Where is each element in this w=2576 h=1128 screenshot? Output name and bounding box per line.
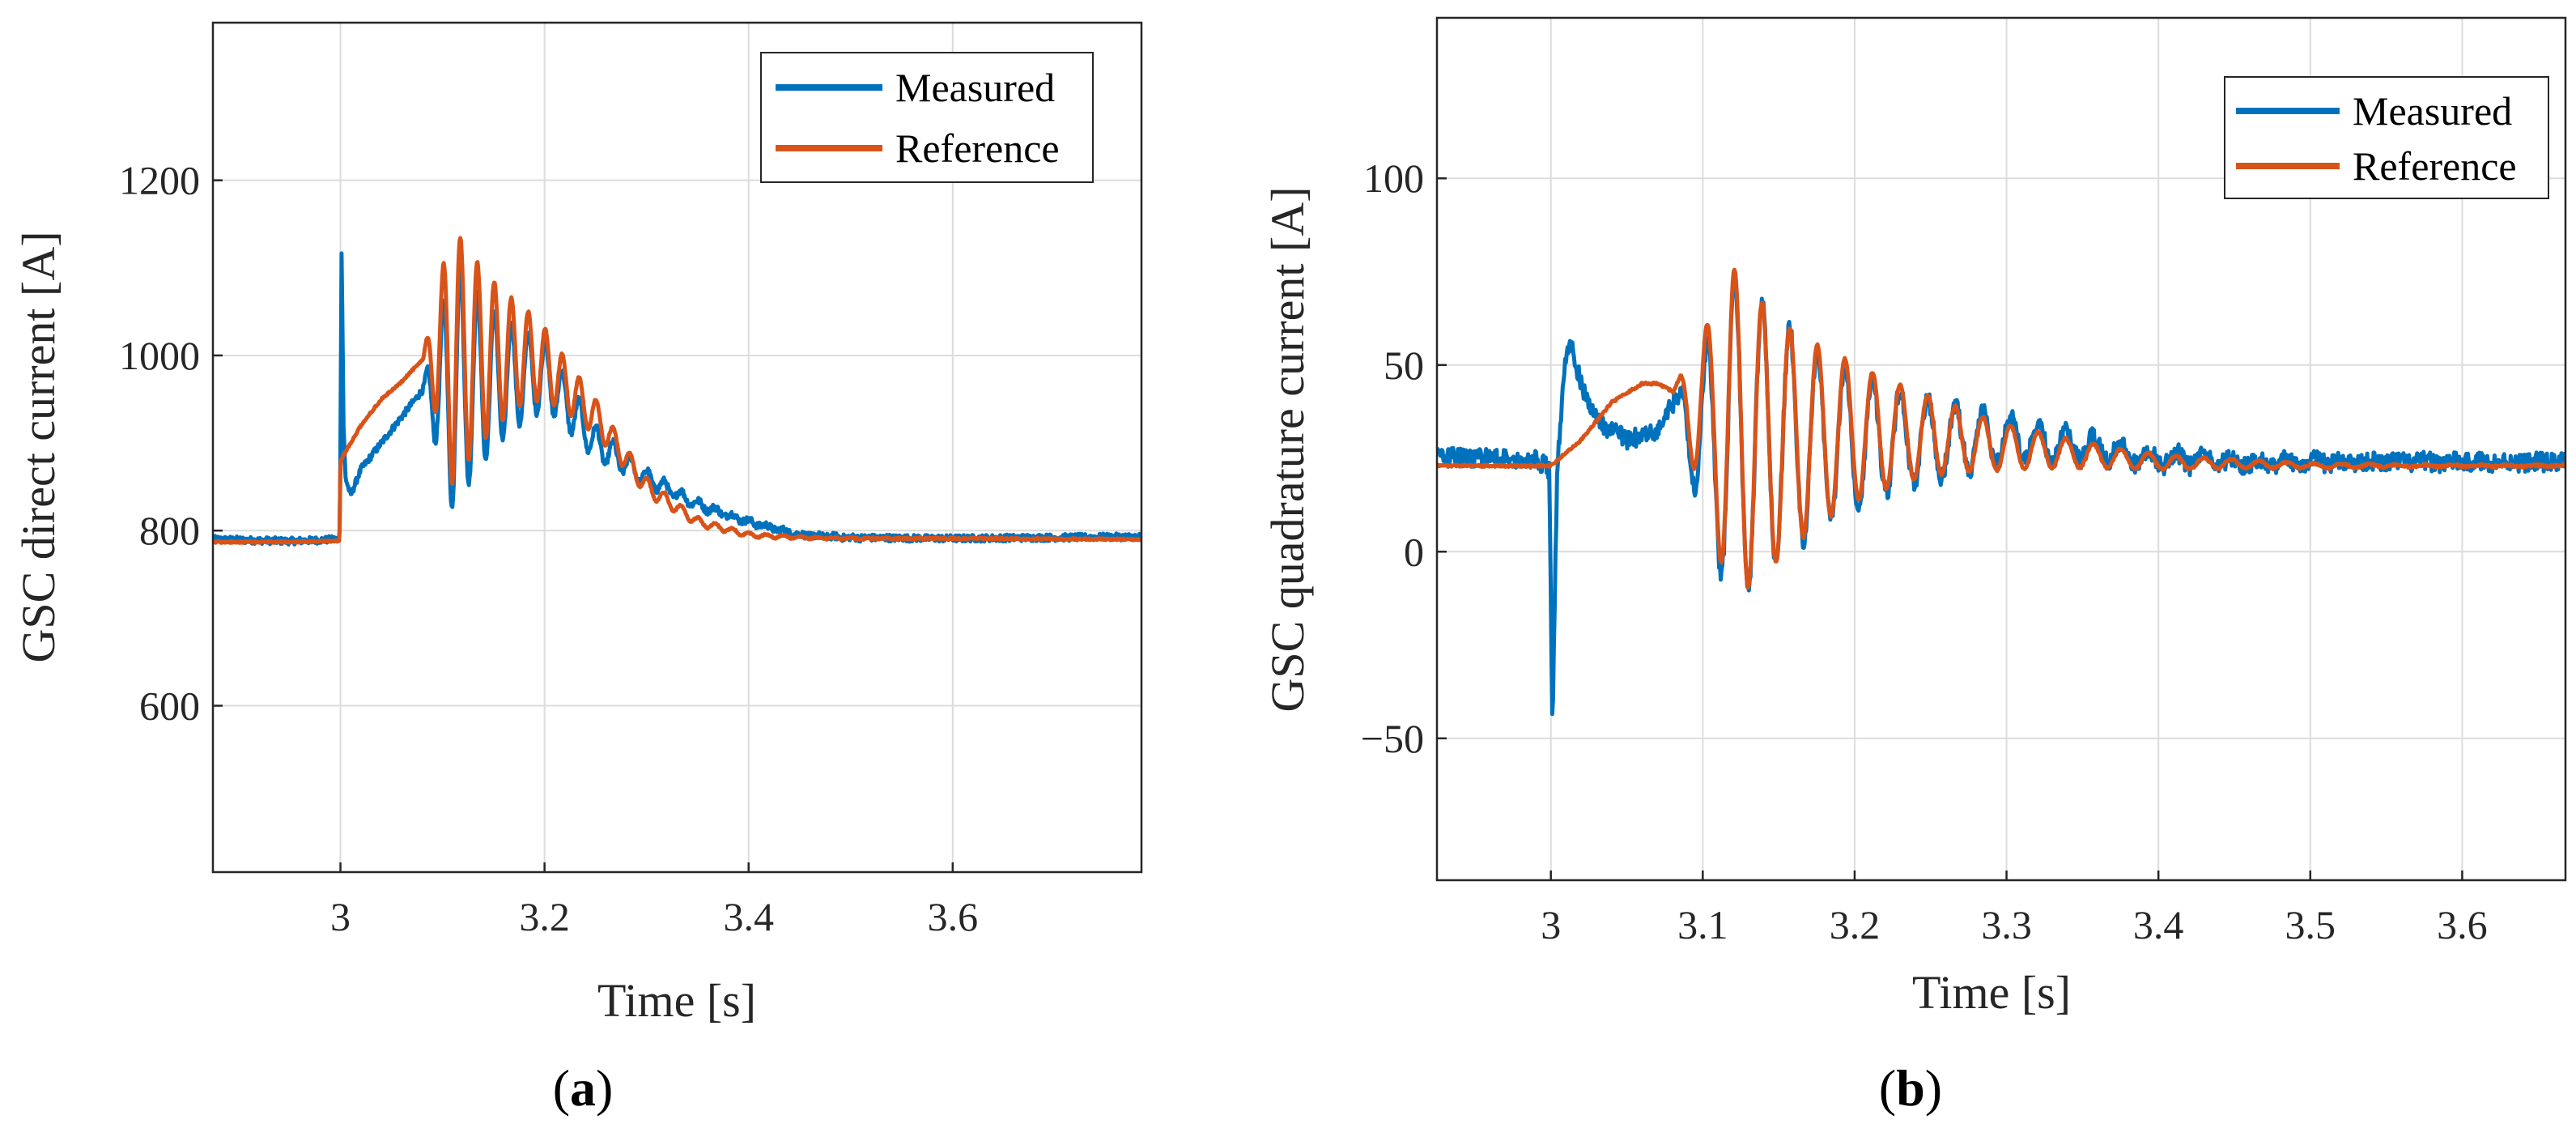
y-tick-labels: 600 800 1000 1200 — [119, 158, 223, 729]
x-tick-label: 3.1 — [1677, 902, 1728, 947]
legend-label-measured: Measured — [895, 65, 1055, 110]
y-tick-label: 1000 — [119, 333, 200, 378]
panel-label: (b) — [1879, 1059, 1942, 1117]
y-tick-label: 600 — [139, 683, 200, 729]
axes-box — [1435, 16, 2567, 882]
series-line-measured — [1437, 267, 2565, 717]
grid — [1437, 18, 2565, 880]
x-tick-label: 3.4 — [723, 894, 774, 939]
x-tick-label: 3.4 — [2133, 902, 2184, 947]
y-tick-label: 1200 — [119, 158, 200, 203]
x-tick-labels: 3 3.1 3.2 3.3 3.4 3.5 3.6 — [1541, 870, 2488, 947]
x-tick-label: 3.5 — [2285, 902, 2336, 947]
y-axis-label: GSC direct current [A] — [12, 231, 65, 662]
x-tick-label: 3.3 — [1981, 902, 2032, 947]
legend-label-reference: Reference — [895, 126, 1060, 171]
chart-panel-b: 3 3.1 3.2 3.3 3.4 3.5 3.6 −50 0 50 100 Time [s] G… — [1261, 16, 2567, 1117]
y-tick-label: 0 — [1404, 529, 1424, 574]
y-tick-labels: −50 0 50 100 — [1361, 155, 1447, 761]
y-tick-label: 100 — [1363, 155, 1424, 201]
legend: Measured Reference — [760, 52, 1094, 183]
data-lines — [1437, 267, 2565, 717]
data-lines — [213, 236, 1141, 547]
y-tick-label: 800 — [139, 508, 200, 553]
y-axis-label: GSC quadrature current [A] — [1261, 186, 1314, 712]
x-tick-label: 3.6 — [2437, 902, 2488, 947]
x-tick-labels: 3 3.2 3.4 3.6 — [330, 862, 978, 939]
legend-box — [760, 52, 1094, 183]
x-axis-label: Time [s] — [597, 974, 756, 1027]
x-tick-label: 3.2 — [519, 894, 570, 939]
panel-label: (a) — [553, 1059, 614, 1117]
axes-box — [211, 21, 1143, 874]
series-line-measured — [213, 251, 1141, 547]
x-tick-label: 3.2 — [1830, 902, 1881, 947]
legend: Measured Reference — [2224, 76, 2549, 199]
x-axis-label: Time [s] — [1912, 966, 2071, 1019]
series-line-reference — [1437, 267, 2565, 590]
y-tick-label: −50 — [1361, 716, 1424, 761]
legend-box — [2224, 76, 2549, 199]
legend-label-reference: Reference — [2353, 143, 2517, 189]
x-tick-label: 3.6 — [928, 894, 979, 939]
legend-label-measured: Measured — [2353, 88, 2512, 134]
x-tick-label: 3 — [1541, 902, 1561, 947]
y-tick-label: 50 — [1384, 343, 1424, 388]
chart-panel-a: 3 3.2 3.4 3.6 600 800 1000 1200 Time [s] GSC d… — [12, 21, 1143, 1117]
series-line-reference — [213, 236, 1141, 545]
x-tick-label: 3 — [330, 894, 351, 939]
